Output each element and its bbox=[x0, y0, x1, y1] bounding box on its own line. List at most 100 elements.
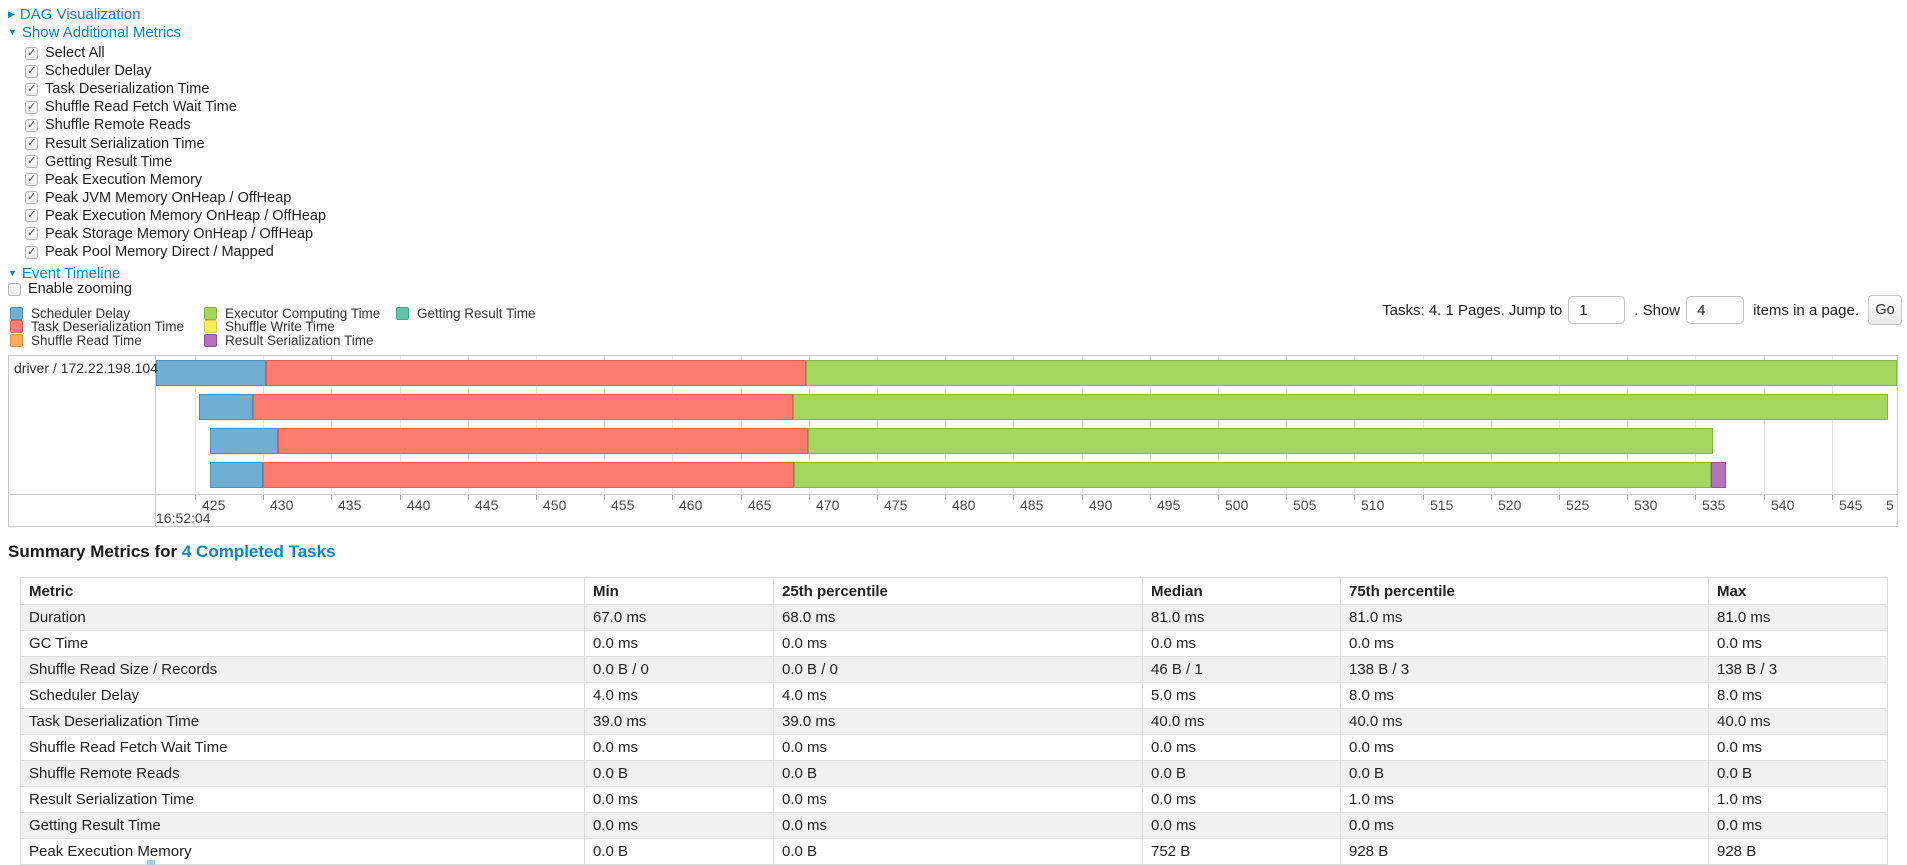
pagination-items-text: items in a page. bbox=[1753, 301, 1859, 319]
metric-value-cell: 0.0 B / 0 bbox=[773, 656, 1143, 683]
dag-visualization-link[interactable]: DAG Visualization bbox=[19, 6, 141, 23]
timeline-tick-mark bbox=[195, 494, 196, 500]
timeline-tick-mark bbox=[604, 494, 605, 500]
metric-checkbox-item[interactable]: Peak Execution Memory bbox=[25, 171, 326, 189]
metric-value-cell: 0.0 ms bbox=[773, 630, 1143, 657]
task-deserialization-bar-segment[interactable] bbox=[253, 394, 793, 420]
timeline-tick-mark bbox=[1627, 494, 1628, 500]
metric-checkbox[interactable] bbox=[25, 172, 38, 187]
metric-value-cell: 0.0 ms bbox=[1340, 812, 1709, 839]
executor-computing-bar-segment[interactable] bbox=[793, 394, 1888, 420]
collapsed-arrow-icon: ▶ bbox=[8, 9, 15, 19]
metric-checkbox-item[interactable]: Task Deserialization Time bbox=[25, 80, 326, 98]
metric-checkbox[interactable] bbox=[25, 46, 38, 60]
metric-value-cell: 0.0 ms bbox=[1142, 630, 1341, 657]
scheduler-delay-bar-segment[interactable] bbox=[199, 394, 253, 420]
timeline-gridline bbox=[331, 356, 332, 494]
go-button[interactable]: Go bbox=[1868, 295, 1902, 325]
timeline-tick-label: 465 bbox=[748, 497, 772, 513]
show-additional-metrics-link[interactable]: Show Additional Metrics bbox=[21, 24, 182, 41]
metric-checkbox[interactable] bbox=[25, 82, 38, 96]
metric-value-cell: 0.0 B bbox=[773, 760, 1143, 787]
jump-to-page-input[interactable] bbox=[1568, 296, 1626, 324]
metric-checkbox[interactable] bbox=[25, 64, 38, 78]
metric-checkbox[interactable] bbox=[25, 208, 38, 223]
metric-checkbox-item[interactable]: Peak Storage Memory OnHeap / OffHeap bbox=[25, 225, 326, 243]
metric-value-cell: 0.0 ms bbox=[773, 812, 1143, 839]
metric-value-cell: 928 B bbox=[1340, 838, 1709, 865]
scheduler-delay-bar-segment[interactable] bbox=[156, 360, 266, 386]
legend-label: Scheduler Delay bbox=[31, 305, 131, 321]
executor-computing-bar-segment[interactable] bbox=[806, 360, 1897, 386]
metric-value-cell: 0.0 ms bbox=[1708, 812, 1888, 839]
metric-value-cell: 4.0 ms bbox=[584, 682, 774, 709]
timeline-tick-label: 450 bbox=[543, 497, 567, 513]
metric-checkbox-item[interactable]: Result Serialization Time bbox=[25, 134, 326, 152]
metric-checkbox-item[interactable]: Shuffle Read Fetch Wait Time bbox=[25, 98, 326, 116]
legend-item: Shuffle Read Time bbox=[10, 333, 142, 348]
items-per-page-input[interactable] bbox=[1686, 296, 1745, 324]
metric-checkbox[interactable] bbox=[25, 136, 38, 151]
metric-checkbox-label: Peak Execution Memory OnHeap / OffHeap bbox=[45, 207, 327, 224]
additional-metrics-list: Select All Scheduler Delay Task Deserializ… bbox=[25, 44, 326, 261]
metric-checkbox-item[interactable]: Select All bbox=[25, 44, 326, 62]
legend-label: Task Deserialization Time bbox=[31, 319, 185, 335]
legend-label: Shuffle Write Time bbox=[225, 319, 335, 335]
table-row: Peak Execution Memory 0.0 B 0.0 B 752 B 928 … bbox=[20, 838, 1888, 865]
timeline-tick-label: 455 bbox=[611, 497, 635, 513]
executor-label: driver / 172.22.198.104 bbox=[14, 360, 158, 376]
scheduler-delay-bar-segment[interactable] bbox=[210, 428, 278, 454]
metric-checkbox[interactable] bbox=[25, 100, 38, 114]
metric-value-cell: 8.0 ms bbox=[1340, 682, 1709, 709]
event-timeline-toggle[interactable]: ▼ Event Timeline bbox=[8, 265, 120, 283]
summary-title-prefix: Summary Metrics for bbox=[8, 542, 178, 561]
metric-value-cell: 0.0 B bbox=[584, 838, 774, 865]
metric-checkbox-label: Peak Storage Memory OnHeap / OffHeap bbox=[45, 225, 314, 242]
timeline-tick-mark bbox=[1832, 494, 1833, 500]
legend-item: Shuffle Write Time bbox=[204, 319, 335, 335]
metric-value-cell: 0.0 ms bbox=[1340, 734, 1709, 761]
result-serialization-bar-segment[interactable] bbox=[1711, 462, 1726, 488]
metric-checkbox-item[interactable]: Peak JVM Memory OnHeap / OffHeap bbox=[25, 189, 326, 207]
timeline-tick-label: 515 bbox=[1430, 497, 1454, 513]
table-header-row: Metric Min 25th percentile Median 75th perce… bbox=[20, 577, 1888, 605]
metric-checkbox[interactable] bbox=[25, 245, 38, 259]
scheduler-delay-bar-segment[interactable] bbox=[210, 462, 263, 488]
metric-checkbox[interactable] bbox=[25, 118, 38, 132]
metric-checkbox-item[interactable]: Scheduler Delay bbox=[25, 62, 326, 80]
timeline-tick-mark bbox=[1354, 494, 1355, 500]
metric-value-cell: 39.0 ms bbox=[773, 708, 1143, 735]
completed-tasks-link[interactable]: 4 Completed Tasks bbox=[181, 542, 336, 561]
metric-checkbox[interactable] bbox=[25, 226, 38, 241]
metric-value-cell: 0.0 ms bbox=[1142, 812, 1341, 839]
timeline-legend: Scheduler Delay Task Deserialization Time… bbox=[10, 306, 610, 350]
metric-checkbox[interactable] bbox=[25, 190, 38, 205]
enable-zooming-option[interactable]: Enable zooming bbox=[8, 280, 132, 298]
task-deserialization-bar-segment[interactable] bbox=[266, 360, 806, 386]
metric-checkbox-item[interactable]: Peak Pool Memory Direct / Mapped bbox=[25, 243, 326, 261]
executor-computing-bar-segment[interactable] bbox=[808, 428, 1713, 454]
metric-checkbox[interactable] bbox=[25, 154, 38, 169]
timeline-gridline bbox=[1218, 356, 1219, 494]
event-timeline-link[interactable]: Event Timeline bbox=[21, 265, 121, 282]
metric-name-cell: Shuffle Remote Reads bbox=[20, 760, 585, 787]
show-additional-metrics-toggle[interactable]: ▼ Show Additional Metrics bbox=[8, 24, 181, 42]
legend-label: Getting Result Time bbox=[417, 305, 536, 321]
enable-zooming-checkbox[interactable] bbox=[8, 282, 21, 296]
task-deserialization-bar-segment[interactable] bbox=[263, 462, 794, 488]
timeline-tick-label: 535 bbox=[1702, 497, 1726, 513]
timeline-tick-mark bbox=[1150, 494, 1151, 500]
metric-value-cell: 40.0 ms bbox=[1708, 708, 1888, 735]
task-deserialization-bar-segment[interactable] bbox=[278, 428, 808, 454]
timeline-tick-label: 505 bbox=[1293, 497, 1317, 513]
metric-checkbox-item[interactable]: Getting Result Time bbox=[25, 153, 326, 171]
metric-value-cell: 752 B bbox=[1142, 838, 1341, 865]
metric-checkbox-item[interactable]: Peak Execution Memory OnHeap / OffHeap bbox=[25, 207, 326, 225]
dag-visualization-toggle[interactable]: ▶ DAG Visualization bbox=[8, 6, 141, 24]
timeline-tick-mark bbox=[331, 494, 332, 500]
executor-computing-bar-segment[interactable] bbox=[794, 462, 1711, 488]
metric-value-cell: 39.0 ms bbox=[584, 708, 774, 735]
metric-value-cell: 68.0 ms bbox=[773, 604, 1143, 631]
executor-column-divider bbox=[155, 356, 156, 526]
metric-checkbox-item[interactable]: Shuffle Remote Reads bbox=[25, 116, 326, 134]
